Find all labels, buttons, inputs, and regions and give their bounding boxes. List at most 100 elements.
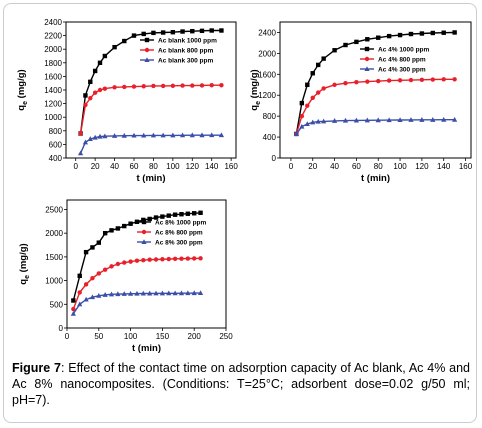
legend-marker — [364, 56, 370, 62]
data-point — [83, 102, 88, 108]
data-point — [134, 219, 140, 225]
data-point — [170, 30, 176, 35]
data-point — [160, 257, 165, 262]
y-tick-label: 1200 — [44, 100, 62, 109]
data-point — [305, 82, 310, 87]
data-point — [310, 95, 315, 101]
data-point — [115, 226, 121, 231]
legend-marker — [144, 37, 150, 43]
data-point — [92, 134, 98, 140]
data-point — [191, 290, 197, 296]
data-point — [128, 221, 133, 226]
data-point — [299, 113, 305, 119]
y-tick-label: 800 — [49, 127, 63, 136]
data-point — [102, 230, 108, 236]
data-point — [109, 264, 114, 269]
data-point — [452, 116, 458, 122]
y-axis-title: qe (mg/g) — [249, 69, 262, 110]
series-line — [295, 31, 455, 135]
data-point — [166, 256, 171, 262]
data-point — [77, 150, 84, 156]
data-point — [178, 290, 185, 296]
data-point — [419, 31, 425, 36]
x-axis-title: t (min) — [361, 173, 390, 184]
data-point — [131, 84, 137, 89]
data-point — [134, 258, 140, 263]
data-point — [310, 71, 315, 76]
data-point — [151, 83, 156, 89]
x-tick-label: 20 — [308, 162, 317, 171]
data-point — [90, 245, 95, 250]
data-point — [218, 132, 225, 138]
data-point — [185, 290, 191, 296]
series-0 — [78, 28, 224, 136]
data-point — [179, 212, 184, 217]
chart-ac-4-percent: 0 20 40 60 80 100 120 140 1600400800120016002000… — [249, 21, 473, 184]
y-tick-label: 1000 — [45, 277, 63, 286]
data-point — [197, 290, 204, 296]
x-axis-title: t (min) — [132, 343, 161, 354]
legend: Ac 8% 1000 ppm Ac 8% 800 ppm Ac 8% 300 ppm — [137, 220, 207, 247]
data-point — [131, 132, 137, 138]
y-tick-label: 2500 — [45, 205, 63, 214]
x-tick-label: 40 — [330, 162, 339, 171]
data-point — [92, 90, 98, 95]
data-point — [97, 133, 103, 139]
y-axis-title: qe (mg/g) — [16, 69, 29, 110]
data-point — [166, 290, 172, 296]
y-tick-label: 2000 — [44, 45, 62, 54]
legend-label: Ac 4% 1000 ppm — [378, 47, 430, 54]
data-point — [209, 28, 214, 33]
data-point — [342, 117, 349, 123]
data-point — [141, 31, 146, 37]
x-tick-label: 100 — [166, 162, 180, 171]
data-point — [209, 83, 214, 88]
series-2 — [77, 132, 225, 156]
x-tick-label: 120 — [415, 162, 429, 171]
x-tick-label: 120 — [186, 162, 200, 171]
data-point — [375, 117, 381, 123]
data-point — [441, 116, 447, 122]
data-point — [102, 292, 108, 297]
figure-caption: Figure 7: Effect of the contact time on … — [12, 360, 470, 408]
data-point — [190, 83, 195, 88]
x-tick-label: 160 — [459, 162, 473, 171]
data-point — [376, 78, 381, 84]
legend: Ac blank 1000 ppm Ac blank 800 ppm Ac blan… — [140, 38, 217, 65]
y-tick-label: 2000 — [258, 49, 276, 58]
caption-label: Figure 7 — [12, 361, 61, 375]
y-tick-label: 1200 — [258, 91, 276, 100]
data-point — [109, 228, 114, 233]
data-point — [172, 290, 178, 296]
data-point — [419, 77, 425, 83]
data-point — [96, 292, 102, 298]
data-point — [172, 212, 178, 217]
data-point — [112, 85, 117, 90]
data-point — [321, 56, 326, 61]
data-point — [122, 223, 127, 229]
data-point — [408, 117, 414, 122]
y-tick-label: 1400 — [44, 86, 62, 95]
data-point — [185, 256, 191, 261]
data-point — [199, 28, 205, 34]
data-point — [299, 100, 305, 106]
data-point — [354, 39, 359, 45]
data-point — [209, 132, 215, 138]
legend-label: Ac 8% 800 ppm — [155, 230, 203, 237]
chart-ac-blank: 0 20 40 60 80 100 120 140 160 400 600 800 1000 1200 14… — [16, 18, 238, 184]
data-point — [87, 136, 93, 141]
data-point — [199, 132, 205, 138]
data-point — [332, 48, 337, 53]
data-point — [386, 78, 392, 83]
y-tick-label: 1000 — [44, 113, 62, 122]
x-tick-label: 80 — [149, 162, 158, 171]
data-point — [331, 118, 338, 123]
data-point — [321, 118, 327, 124]
data-point — [102, 53, 108, 59]
data-point — [121, 291, 127, 296]
x-tick-label: 200 — [188, 332, 202, 341]
data-point — [159, 290, 165, 296]
data-point — [92, 68, 98, 74]
data-point — [153, 215, 159, 220]
data-point — [88, 95, 93, 101]
